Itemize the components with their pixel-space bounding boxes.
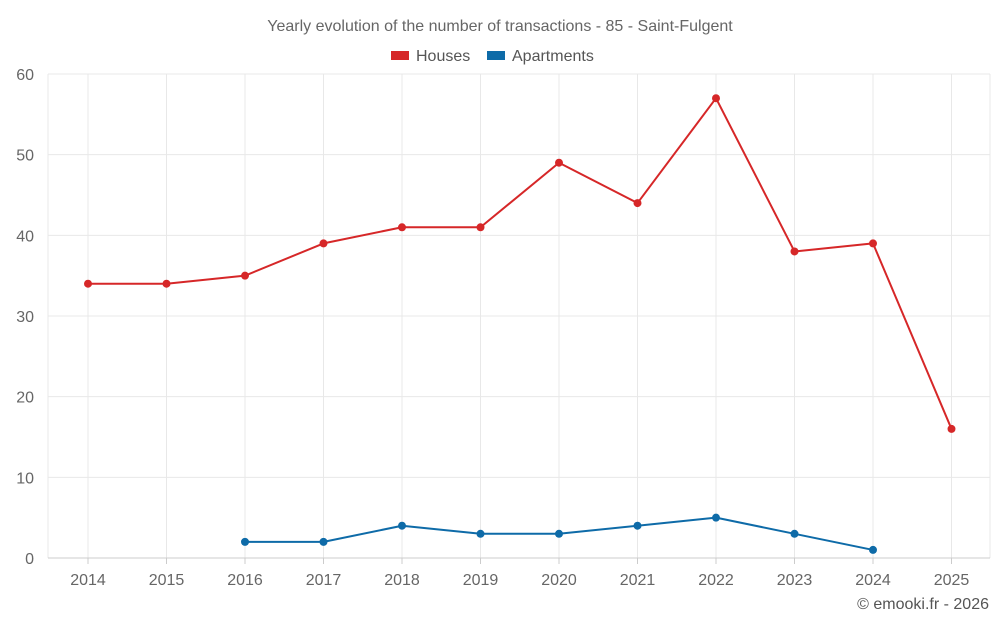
point-houses-2024[interactable] [869,239,877,248]
x-tick-label: 2019 [463,572,499,589]
point-apartments-2020[interactable] [555,529,563,538]
legend-label-houses[interactable]: Houses [416,48,470,65]
x-tick-label: 2025 [934,572,970,589]
point-apartments-2018[interactable] [398,521,406,530]
point-apartments-2024[interactable] [869,545,877,554]
series [84,94,956,554]
point-houses-2020[interactable] [555,158,563,167]
y-tick-label: 30 [16,309,34,326]
x-tick-label: 2022 [698,572,734,589]
x-tick-label: 2023 [777,572,813,589]
x-tick-label: 2024 [855,572,891,589]
legend: Houses Apartments [391,48,594,65]
point-houses-2021[interactable] [633,199,642,208]
y-tick-label: 10 [16,470,34,487]
point-houses-2018[interactable] [398,223,406,232]
x-tick-label: 2021 [620,572,656,589]
y-tick-label: 50 [16,148,34,165]
point-apartments-2021[interactable] [633,521,642,530]
x-tick-label: 2018 [384,572,420,589]
y-tick-label: 20 [16,390,34,407]
point-houses-2019[interactable] [476,223,485,232]
point-houses-2017[interactable] [319,239,328,248]
legend-swatch-apartments [487,51,505,60]
x-tick-label: 2017 [306,572,342,589]
point-houses-2023[interactable] [790,247,799,256]
x-tick-label: 2014 [70,572,106,589]
y-tick-label: 0 [25,551,34,568]
y-tick-label: 60 [16,67,34,84]
y-tick-label: 40 [16,228,34,245]
point-houses-2016[interactable] [241,271,249,280]
axes: 0 10 20 30 40 50 60 2014 2015 2016 2017 2018 2019 202… [16,67,990,589]
point-apartments-2023[interactable] [790,529,799,538]
x-tick-label: 2020 [541,572,577,589]
point-houses-2025[interactable] [947,424,956,433]
point-apartments-2017[interactable] [319,537,328,546]
series-line-houses [88,97,953,430]
credit-text: © emooki.fr - 2026 [857,596,989,613]
legend-label-apartments[interactable]: Apartments [512,48,594,65]
chart-title: Yearly evolution of the number of transa… [267,18,733,35]
point-apartments-2022[interactable] [712,513,720,522]
x-tick-label: 2016 [227,572,263,589]
grid [48,73,991,558]
point-houses-2022[interactable] [712,94,720,103]
point-houses-2015[interactable] [162,279,171,288]
point-apartments-2016[interactable] [241,537,249,546]
legend-swatch-houses [391,51,409,60]
point-apartments-2019[interactable] [476,529,485,538]
point-houses-2014[interactable] [84,279,92,288]
x-tick-label: 2015 [149,572,185,589]
